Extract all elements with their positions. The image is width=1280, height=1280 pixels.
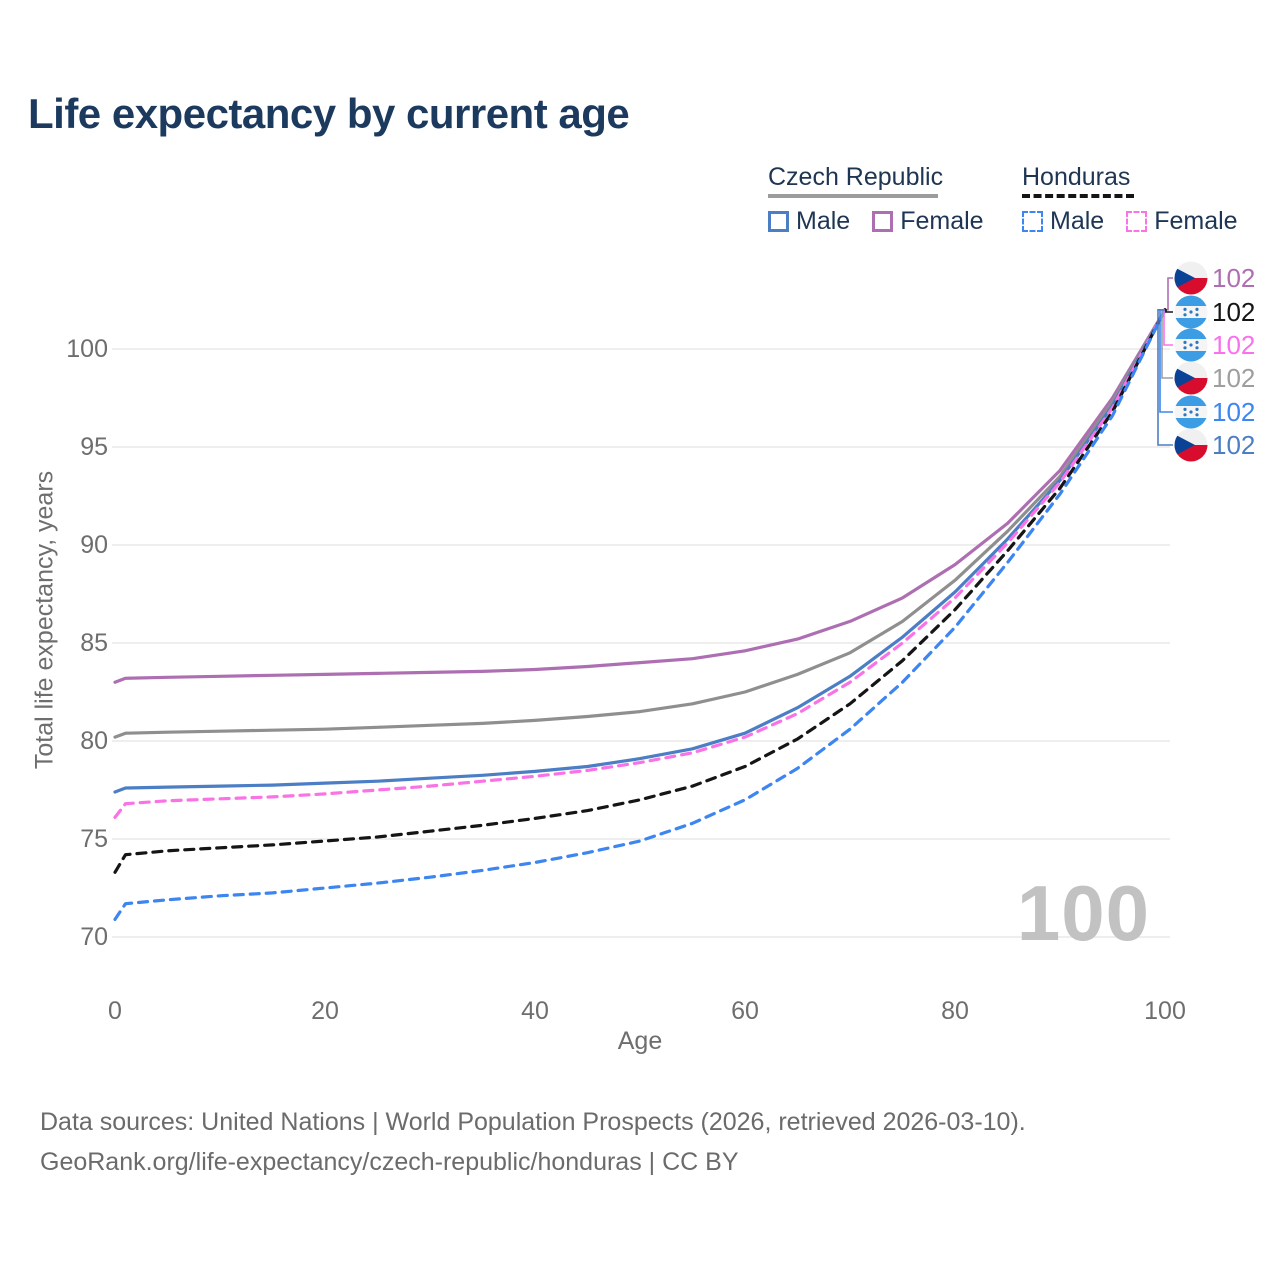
legend-underline-honduras-dashed [1022, 194, 1134, 198]
leader-line-honduras-all [1165, 309, 1173, 313]
legend-swatch-czech-female [872, 211, 894, 232]
y-tick-85: 85 [80, 629, 108, 657]
legend-label-czech-female: Female [900, 207, 984, 235]
gridlines [112, 348, 1170, 938]
page-title: Life expectancy by current age [28, 90, 630, 137]
y-tick-100: 100 [66, 335, 108, 363]
legend-label-honduras-male: Male [1050, 207, 1105, 235]
legend-group-czech-republic: Czech Republic Male Female [768, 163, 1006, 236]
legend-label-czech-male: Male [796, 207, 851, 235]
end-label-honduras-all: 102 [1212, 297, 1255, 327]
legend-swatch-czech-male [768, 211, 789, 232]
honduras-flag-icon [1174, 328, 1208, 362]
x-tick-20: 20 [311, 997, 339, 1025]
leader-line-czech-male [1157, 309, 1173, 446]
y-tick-70: 70 [80, 923, 108, 951]
end-label-honduras-female: 102 [1212, 330, 1255, 360]
y-tick-95: 95 [80, 433, 108, 461]
series-line-czech-male [113, 308, 1167, 794]
x-tick-60: 60 [731, 997, 759, 1025]
czech-flag-icon [1174, 428, 1208, 462]
end-label-czech-female: 102 [1212, 263, 1255, 293]
x-tick-40: 40 [521, 997, 549, 1025]
end-label-czech-all: 102 [1212, 363, 1255, 393]
czech-flag-icon [1174, 261, 1208, 295]
y-tick-90: 90 [80, 531, 108, 559]
x-tick-100: 100 [1144, 997, 1186, 1025]
legend-country-honduras: Honduras [1022, 163, 1131, 191]
czech-flag-icon [1174, 361, 1208, 395]
y-axis-title: Total life expectancy, years [30, 470, 59, 770]
legend-item-honduras-male[interactable]: Male [1022, 207, 1104, 236]
series-line-honduras-all [113, 308, 1167, 874]
end-label-czech-male: 102 [1212, 430, 1255, 460]
legend-item-honduras-female[interactable]: Female [1126, 207, 1238, 236]
age-watermark: 100 [1016, 869, 1150, 957]
series-line-czech-female [113, 308, 1167, 684]
y-tick-80: 80 [80, 727, 108, 755]
footer-data-sources: Data sources: United Nations | World Pop… [40, 1108, 1026, 1136]
x-tick-80: 80 [941, 997, 969, 1025]
legend-item-czech-female[interactable]: Female [872, 207, 984, 236]
legend-underline-czech-solid [768, 194, 938, 198]
legend-swatch-honduras-female [1126, 211, 1148, 232]
series-line-czech-all [113, 308, 1167, 739]
legend-country-czech-republic: Czech Republic [768, 163, 944, 191]
end-label-honduras-male: 102 [1212, 397, 1255, 427]
x-axis-title: Age [617, 1027, 663, 1055]
footer-attribution: GeoRank.org/life-expectancy/czech-republ… [40, 1148, 739, 1176]
leader-line-czech-female [1165, 277, 1173, 311]
series-line-honduras-female [113, 308, 1167, 820]
legend-item-czech-male[interactable]: Male [768, 207, 850, 236]
legend-group-honduras: Honduras Male Female [1022, 163, 1260, 236]
leader-line-honduras-female [1163, 309, 1173, 346]
x-tick-0: 0 [108, 997, 122, 1025]
legend-label-honduras-female: Female [1154, 207, 1238, 235]
legend-swatch-honduras-male [1022, 211, 1043, 232]
honduras-flag-icon [1174, 295, 1208, 329]
honduras-flag-icon [1174, 395, 1208, 429]
y-tick-75: 75 [80, 825, 108, 853]
series-lines [113, 308, 1167, 922]
series-line-honduras-male [113, 308, 1167, 922]
